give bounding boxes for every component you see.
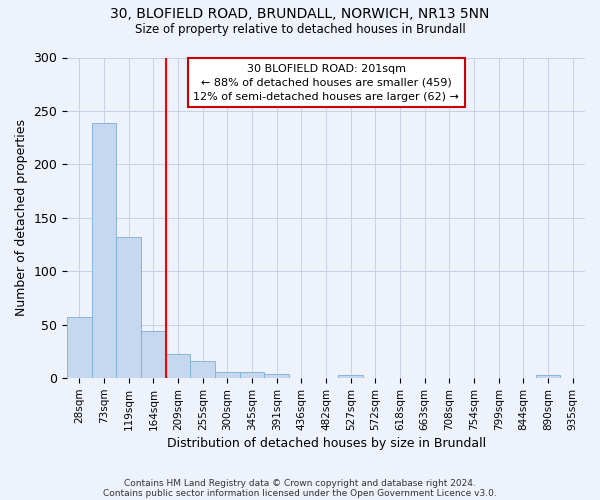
Text: 30, BLOFIELD ROAD, BRUNDALL, NORWICH, NR13 5NN: 30, BLOFIELD ROAD, BRUNDALL, NORWICH, NR…	[110, 8, 490, 22]
Bar	[141, 331, 166, 378]
Bar	[92, 122, 116, 378]
Bar	[265, 374, 289, 378]
Bar	[215, 372, 240, 378]
Bar	[190, 361, 215, 378]
Text: Contains HM Land Registry data © Crown copyright and database right 2024.: Contains HM Land Registry data © Crown c…	[124, 478, 476, 488]
Bar	[67, 318, 92, 378]
Text: Size of property relative to detached houses in Brundall: Size of property relative to detached ho…	[134, 22, 466, 36]
Bar	[116, 237, 141, 378]
X-axis label: Distribution of detached houses by size in Brundall: Distribution of detached houses by size …	[167, 437, 485, 450]
Text: Contains public sector information licensed under the Open Government Licence v3: Contains public sector information licen…	[103, 488, 497, 498]
Bar	[338, 375, 363, 378]
Bar	[166, 354, 190, 378]
Bar	[536, 375, 560, 378]
Text: 30 BLOFIELD ROAD: 201sqm
← 88% of detached houses are smaller (459)
12% of semi-: 30 BLOFIELD ROAD: 201sqm ← 88% of detach…	[193, 64, 459, 102]
Y-axis label: Number of detached properties: Number of detached properties	[15, 120, 28, 316]
Bar	[240, 372, 265, 378]
